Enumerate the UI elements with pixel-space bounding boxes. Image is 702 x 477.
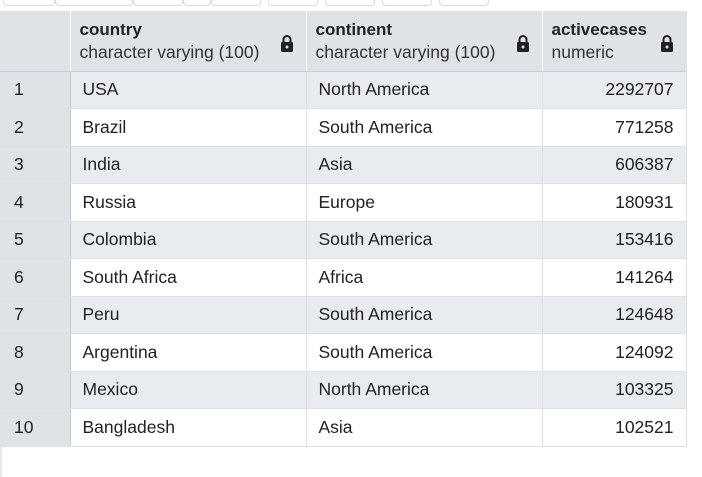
cell-country[interactable]: USA <box>70 71 307 109</box>
toolbar-button[interactable] <box>325 0 375 6</box>
row-number[interactable]: 2 <box>0 108 71 147</box>
table-row[interactable]: 1 USA North America 2292707 <box>0 71 687 109</box>
row-number[interactable]: 6 <box>0 258 71 297</box>
cell-country[interactable]: Colombia <box>70 221 307 259</box>
cell-continent[interactable]: Asia <box>306 146 543 184</box>
column-name: activecases <box>551 19 647 39</box>
cell-activecases[interactable]: 124092 <box>542 333 687 372</box>
table-row[interactable]: 9 Mexico North America 103325 <box>0 371 687 409</box>
row-number[interactable]: 8 <box>0 333 71 372</box>
column-header-continent[interactable]: continent character varying (100) <box>306 11 543 72</box>
cell-activecases[interactable]: 2292707 <box>542 71 687 109</box>
cell-country[interactable]: India <box>70 146 307 184</box>
cell-continent[interactable]: Africa <box>306 258 543 297</box>
toolbar-button[interactable] <box>3 0 55 6</box>
toolbar-button[interactable] <box>55 0 133 6</box>
cell-continent[interactable]: South America <box>306 296 543 334</box>
cell-continent[interactable]: South America <box>306 333 543 372</box>
column-name: continent <box>315 19 393 39</box>
column-header-activecases[interactable]: activecases numeric <box>542 11 687 72</box>
row-number[interactable]: 7 <box>0 296 71 334</box>
row-number[interactable]: 10 <box>0 408 71 447</box>
column-type: character varying (100) <box>315 41 496 62</box>
table-row[interactable]: 6 South Africa Africa 141264 <box>0 258 687 297</box>
select-all-corner[interactable] <box>0 11 71 72</box>
cell-country[interactable]: Argentina <box>70 333 307 372</box>
toolbar-button[interactable] <box>268 0 318 6</box>
lock-icon <box>516 35 529 52</box>
cell-activecases[interactable]: 103325 <box>542 371 687 409</box>
toolbar-button[interactable] <box>382 0 432 6</box>
column-type: character varying (100) <box>79 41 260 62</box>
cell-activecases[interactable]: 606387 <box>542 146 687 184</box>
cell-country[interactable]: Mexico <box>70 371 307 409</box>
cell-activecases[interactable]: 102521 <box>542 408 687 447</box>
row-number[interactable]: 3 <box>0 146 71 184</box>
row-number[interactable]: 5 <box>0 221 71 259</box>
column-header-country[interactable]: country character varying (100) <box>70 11 307 72</box>
toolbar-button[interactable] <box>183 0 211 6</box>
cell-continent[interactable]: North America <box>306 71 543 109</box>
data-output-grid: country character varying (100) continen… <box>0 11 687 447</box>
lock-icon <box>660 35 673 52</box>
cell-country[interactable]: South Africa <box>70 258 307 297</box>
cell-country[interactable]: Peru <box>70 296 307 334</box>
column-name: country <box>79 19 142 39</box>
toolbar-strip <box>0 0 702 11</box>
toolbar-button[interactable] <box>439 0 489 6</box>
table-row[interactable]: 7 Peru South America 124648 <box>0 296 687 334</box>
table-row[interactable]: 10 Bangladesh Asia 102521 <box>0 408 687 447</box>
row-number[interactable]: 9 <box>0 371 71 409</box>
table-row[interactable]: 2 Brazil South America 771258 <box>0 108 687 147</box>
table-row[interactable]: 8 Argentina South America 124092 <box>0 333 687 372</box>
cell-activecases[interactable]: 180931 <box>542 183 687 222</box>
column-type: numeric <box>551 41 614 62</box>
table-row[interactable]: 5 Colombia South America 153416 <box>0 221 687 259</box>
cell-continent[interactable]: South America <box>306 221 543 259</box>
row-number[interactable]: 1 <box>0 71 71 109</box>
cell-activecases[interactable]: 124648 <box>542 296 687 334</box>
cell-activecases[interactable]: 141264 <box>542 258 687 297</box>
cell-continent[interactable]: South America <box>306 108 543 147</box>
header-row: country character varying (100) continen… <box>0 11 687 72</box>
toolbar-button[interactable] <box>133 0 183 6</box>
cell-continent[interactable]: Europe <box>306 183 543 222</box>
cell-country[interactable]: Bangladesh <box>70 408 307 447</box>
table-row[interactable]: 4 Russia Europe 180931 <box>0 183 687 222</box>
cell-continent[interactable]: North America <box>306 371 543 409</box>
lock-icon <box>280 35 293 52</box>
toolbar-button[interactable] <box>211 0 261 6</box>
cell-activecases[interactable]: 771258 <box>542 108 687 147</box>
cell-activecases[interactable]: 153416 <box>542 221 687 259</box>
cell-country[interactable]: Russia <box>70 183 307 222</box>
table-row[interactable]: 3 India Asia 606387 <box>0 146 687 184</box>
row-number[interactable]: 4 <box>0 183 71 222</box>
cell-country[interactable]: Brazil <box>70 108 307 147</box>
cell-continent[interactable]: Asia <box>306 408 543 447</box>
